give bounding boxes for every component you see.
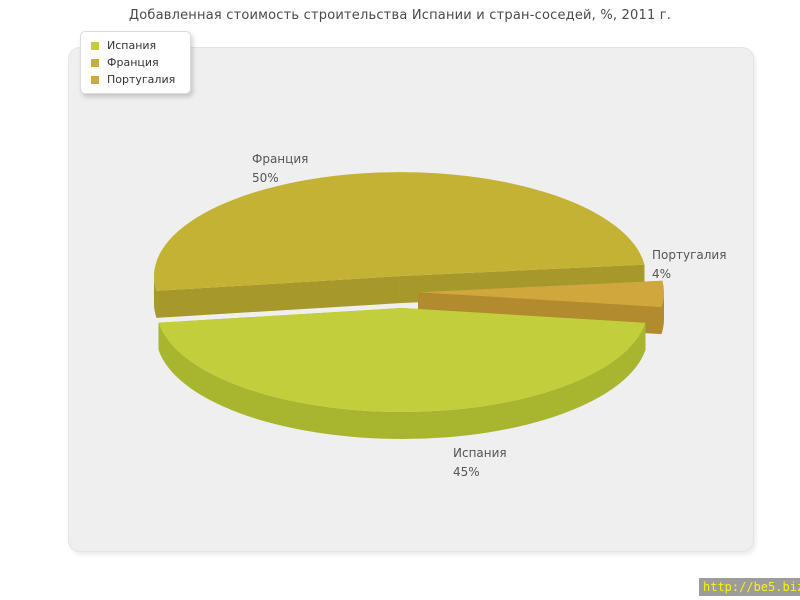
watermark-link[interactable]: http://be5.biz/ <box>699 578 800 596</box>
legend-item-france[interactable]: Франция <box>91 56 175 69</box>
pie-slice-face <box>158 308 646 412</box>
slice-label-name: Испания <box>453 446 507 460</box>
pie-slice-face <box>156 276 400 318</box>
pie-slice-face <box>153 276 157 318</box>
pie-slice[interactable] <box>153 172 645 318</box>
legend-item-spain[interactable]: Испания <box>91 39 175 52</box>
legend-label: Португалия <box>107 73 176 86</box>
slice-label-value: 45% <box>453 465 480 479</box>
slice-label-value: 50% <box>252 171 279 185</box>
pie-slice-face <box>158 322 646 439</box>
legend-label: Испания <box>107 39 157 52</box>
slice-label-name: Португалия <box>652 248 727 262</box>
legend-item-portugal[interactable]: Португалия <box>91 73 175 86</box>
slice-label-name: Франция <box>252 152 309 166</box>
pie-slice[interactable] <box>158 308 646 439</box>
legend-swatch-spain <box>91 41 99 50</box>
pie-slice-face <box>418 280 664 308</box>
legend: Испания Франция Португалия <box>80 31 192 94</box>
pie-slice-face <box>661 292 664 335</box>
chart-title: Добавленная стоимость строительства Испа… <box>128 8 672 23</box>
legend-swatch-portugal <box>91 75 99 84</box>
slice-label-france: Франция 50% <box>252 150 308 188</box>
slice-label-value: 4% <box>652 267 672 281</box>
legend-label: Франция <box>107 56 159 69</box>
slice-label-portugal: Португалия 4% <box>652 246 726 284</box>
pie-slice-face <box>153 172 645 291</box>
legend-swatch-france <box>91 58 99 67</box>
slice-label-spain: Испания 45% <box>453 444 507 482</box>
